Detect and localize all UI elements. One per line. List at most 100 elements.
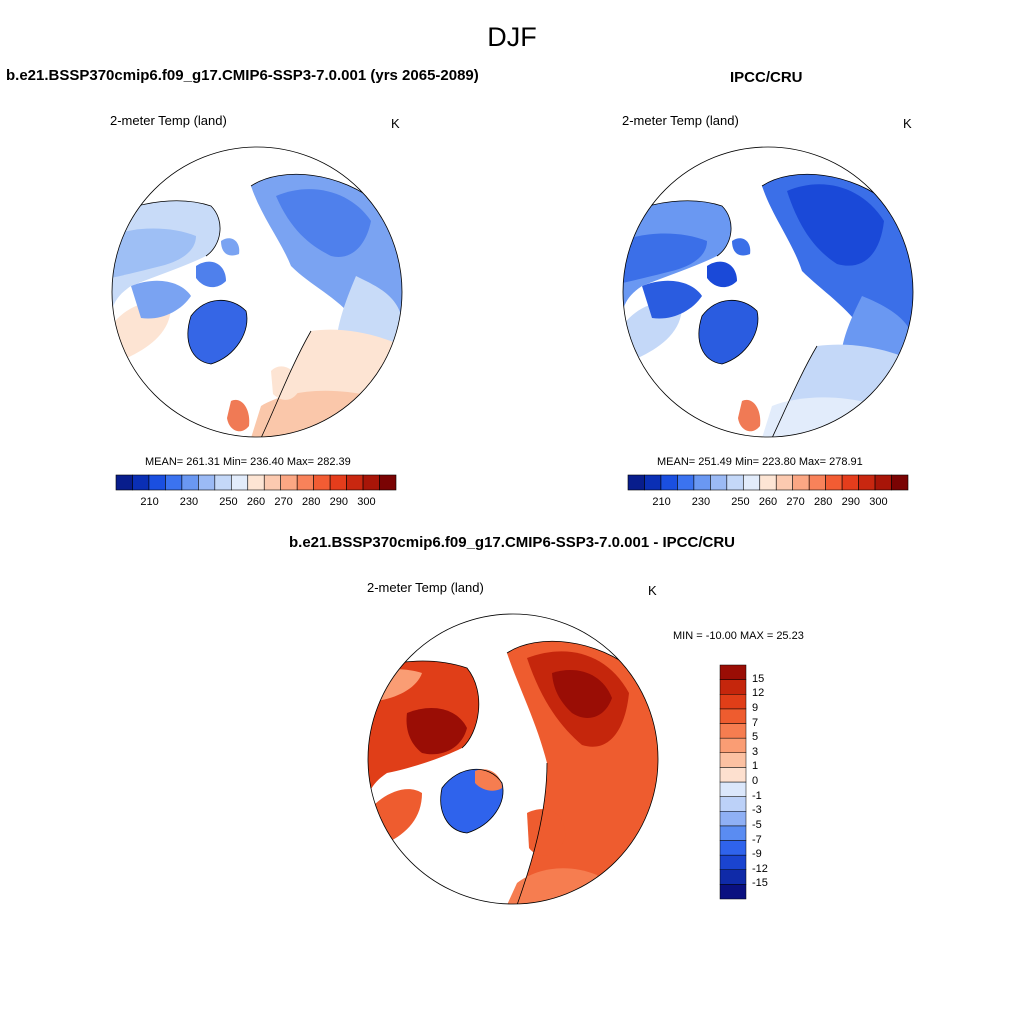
panel-1-colorbar-swatch [346, 474, 364, 491]
panel-1-colorbar-swatch [165, 474, 183, 491]
panel-2-colorbar-swatch [891, 474, 909, 491]
panel-1-colorbar-tick-label: 300 [357, 496, 376, 508]
panel-3-colorbar-swatch [719, 664, 747, 680]
panel-1-colorbar-tick-label: 260 [246, 496, 266, 508]
panel-2-colorbar-swatch [742, 474, 761, 491]
panel-1-colorbar-tick-label: 230 [179, 496, 199, 508]
panel-3-colorbar-swatch [719, 796, 747, 812]
panel-3-colorbar-tick-label: -15 [752, 877, 768, 890]
panel-2-title: IPCC/CRU [730, 69, 803, 86]
panel-2-colorbar-swatch [677, 474, 695, 491]
panel-3-colorbar-swatch [719, 767, 747, 783]
panel-1-colorbar-swatch [280, 474, 298, 491]
page-title: DJF [487, 22, 537, 52]
panel-3-colorbar-tick-label: -1 [752, 789, 762, 802]
panel-2-colorbar-swatch [841, 474, 859, 491]
panel-3-colorbar-tick-label: -7 [752, 833, 762, 846]
panel-1-colorbar-swatch [247, 474, 265, 491]
panel-1-colorbar-tick-label: 290 [329, 496, 348, 508]
panel-3-colorbar-swatch [719, 737, 747, 753]
panel-3-colorbar-tick-label: 9 [752, 701, 759, 714]
panel-3-colorbar-swatch [719, 708, 747, 724]
panel-3-colorbar-swatch [719, 884, 747, 900]
panel-1-colorbar-swatch [296, 474, 314, 491]
panel-3-colorbar-tick-label: 1 [752, 760, 759, 773]
panel-2-colorbar-swatch [808, 474, 826, 491]
panel-2-colorbar-tick-label: 210 [652, 496, 671, 508]
panel-1-colorbar-swatch [263, 474, 282, 491]
panel-1-colorbar-swatch [329, 474, 347, 491]
panel-3-colorbar-swatch [719, 723, 747, 739]
panel-2-colorbar-swatch [726, 474, 744, 491]
panel-3-colorbar-swatch [719, 694, 747, 710]
panel-1-colorbar-swatch [313, 474, 331, 491]
panel-3-colorbar-tick-label: -5 [752, 818, 762, 831]
panel-2-colorbar-swatch [644, 474, 662, 491]
panel-1-units-label: K [391, 116, 400, 131]
panel-3-title: b.e21.BSSP370cmip6.f09_g17.CMIP6-SSP3-7.… [288, 534, 736, 551]
panel-2-colorbar-swatch [759, 474, 777, 491]
panel-1-colorbar-swatch [379, 474, 397, 491]
panel-2-colorbar-swatch [792, 474, 810, 491]
panel-1-title: b.e21.BSSP370cmip6.f09_g17.CMIP6-SSP3-7.… [6, 67, 479, 84]
panel-2-colorbar-tick-label: 250 [731, 496, 750, 508]
panel-3-colorbar-swatch [719, 811, 747, 827]
panel-2-colorbar-ticks: 210 230 250 260 270 280 290 300 [628, 496, 908, 510]
panel-2-colorbar-swatch [874, 474, 892, 491]
panel-1-colorbar-tick-label: 280 [302, 496, 321, 508]
panel-3-colorbar-ticks: 15 12 9 7 5 3 1 0 -1 -3 -5 -7 -9 -12 -15 [752, 665, 792, 899]
panel-1-colorbar-swatch [362, 474, 380, 491]
panel-3-colorbar-swatch [719, 825, 747, 841]
panel-3-colorbar-tick-label: 12 [752, 687, 765, 700]
panel-1-colorbar-tick-label: 270 [274, 496, 293, 508]
panel-1-variable-label: 2-meter Temp (land) [110, 113, 227, 128]
panel-2-units-label: K [903, 116, 912, 131]
panel-2-colorbar-tick-label: 230 [691, 496, 711, 508]
panel-1-colorbar-swatch [115, 474, 133, 491]
panel-2-colorbar-swatch [858, 474, 876, 491]
panel-3-colorbar-tick-label: 0 [752, 775, 759, 787]
panel-3-colorbar [719, 664, 747, 900]
panel-1-colorbar-tick-label: 210 [140, 496, 159, 508]
panel-1-colorbar-swatch [198, 474, 216, 491]
panel-3-colorbar-swatch [719, 752, 747, 768]
panel-1-colorbar-tick-label: 250 [219, 496, 238, 508]
panel-3-colorbar-tick-label: 15 [752, 672, 765, 685]
panel-1-colorbar-swatch [132, 474, 150, 491]
panel-1-colorbar-swatch [181, 474, 199, 491]
panel-3-units-label: K [648, 583, 657, 598]
panel-1-colorbar-ticks: 210 230 250 260 270 280 290 300 [116, 496, 396, 510]
panel-1-stats: MEAN= 261.31 Min= 236.40 Max= 282.39 [145, 456, 351, 468]
panel-2-variable-label: 2-meter Temp (land) [622, 113, 739, 128]
panel-3-colorbar-tick-label: -3 [752, 804, 762, 817]
panel-3-range: MIN = -10.00 MAX = 25.23 [673, 630, 804, 642]
panel-2-colorbar-swatch [825, 474, 843, 491]
panel-3-polar-map [367, 613, 659, 905]
panel-2-colorbar-tick-label: 290 [841, 496, 860, 508]
panel-3-colorbar-tick-label: 3 [752, 745, 759, 758]
panel-1-colorbar-swatch [148, 474, 166, 491]
panel-2-colorbar-swatch [693, 474, 711, 491]
panel-3-variable-label: 2-meter Temp (land) [367, 580, 484, 595]
panel-2-stats: MEAN= 251.49 Min= 223.80 Max= 278.91 [657, 456, 863, 468]
panel-3-colorbar-swatch [719, 854, 747, 870]
panel-2-colorbar [627, 474, 909, 491]
panel-3-colorbar-tick-label: -12 [752, 862, 768, 875]
panel-2-colorbar-tick-label: 270 [786, 496, 805, 508]
panel-1-colorbar-swatch [230, 474, 249, 491]
panel-1-colorbar-swatch [214, 474, 232, 491]
panel-3-colorbar-tick-label: 5 [752, 731, 759, 744]
panel-1-colorbar [115, 474, 397, 491]
panel-2-colorbar-swatch [660, 474, 678, 491]
panel-2-colorbar-swatch [775, 474, 794, 491]
panel-3-colorbar-swatch [719, 840, 747, 856]
panel-3-colorbar-tick-label: 7 [752, 716, 759, 729]
panel-3-colorbar-tick-label: -9 [752, 848, 762, 861]
panel-3-colorbar-swatch [719, 781, 747, 797]
panel-3-colorbar-swatch [719, 679, 747, 695]
panel-2-polar-map [622, 146, 914, 438]
panel-2-colorbar-swatch [710, 474, 728, 491]
panel-3-colorbar-swatch [719, 869, 747, 885]
panel-2-colorbar-tick-label: 280 [814, 496, 833, 508]
panel-1-polar-map [111, 146, 403, 438]
